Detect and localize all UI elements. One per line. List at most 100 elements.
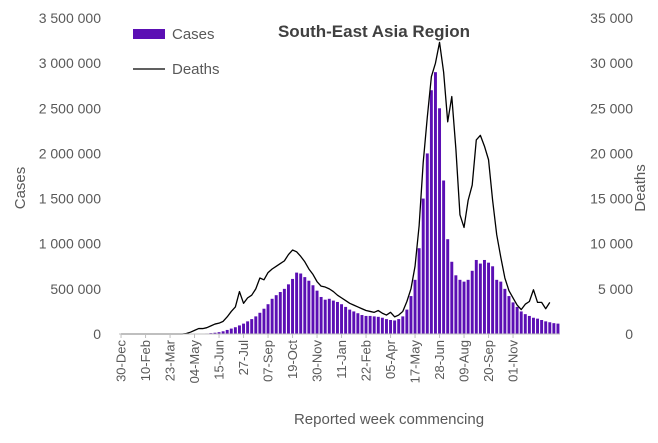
left-y-tick-label: 1 500 000 xyxy=(39,191,101,207)
cases-bar xyxy=(434,72,437,334)
cases-bar xyxy=(365,316,368,334)
cases-bar xyxy=(246,321,249,334)
cases-bar xyxy=(401,316,404,334)
x-tick-label: 09-Aug xyxy=(457,340,472,382)
cases-bar xyxy=(405,310,408,334)
cases-bar xyxy=(389,320,392,334)
cases-bar xyxy=(438,108,441,334)
x-tick-label: 19-Oct xyxy=(285,340,300,379)
left-y-tick-label: 1 000 000 xyxy=(39,236,101,252)
right-y-tick-label: 0 xyxy=(625,326,633,342)
cases-bar xyxy=(422,199,425,334)
x-tick-label: 20-Sep xyxy=(481,340,496,382)
cases-bars xyxy=(193,72,559,334)
cases-bar xyxy=(471,271,474,334)
cases-bar xyxy=(458,280,461,334)
x-tick-label: 23-Mar xyxy=(163,339,178,381)
cases-bar xyxy=(536,319,539,334)
right-y-tick-label: 10 000 xyxy=(590,236,633,252)
cases-bar xyxy=(324,300,327,334)
right-y-tick-label: 20 000 xyxy=(590,145,633,161)
cases-bar xyxy=(373,316,376,334)
x-tick-label: 11-Jan xyxy=(334,340,349,379)
x-tick-label: 10-Feb xyxy=(138,340,153,381)
cases-bar xyxy=(520,311,523,334)
cases-bar xyxy=(275,295,278,334)
cases-bar xyxy=(360,315,363,334)
cases-bar xyxy=(320,297,323,334)
cases-bar xyxy=(442,181,445,334)
cases-bar xyxy=(283,289,286,334)
cases-bar xyxy=(242,324,245,334)
left-y-tick-label: 2 500 000 xyxy=(39,100,101,116)
cases-bar xyxy=(311,285,314,334)
cases-bar xyxy=(524,314,527,334)
cases-bar xyxy=(516,307,519,334)
cases-bar xyxy=(454,275,457,334)
cases-bar xyxy=(254,316,257,334)
cases-bar xyxy=(262,309,265,334)
cases-bar xyxy=(499,282,502,334)
left-y-tick-label: 3 500 000 xyxy=(39,10,101,26)
cases-bar xyxy=(512,302,515,334)
cases-bar xyxy=(287,284,290,334)
cases-bar xyxy=(295,273,298,334)
cases-bar xyxy=(303,277,306,334)
cases-bar xyxy=(381,318,384,334)
cases-bar xyxy=(475,260,478,334)
right-axis-title: Deaths xyxy=(632,164,649,212)
cases-bar xyxy=(450,262,453,334)
cases-bar xyxy=(446,239,449,334)
left-y-tick-label: 500 000 xyxy=(50,281,101,297)
x-tick-label: 05-Apr xyxy=(383,339,398,379)
right-y-tick-label: 35 000 xyxy=(590,10,633,26)
x-tick-label: 27-Jul xyxy=(236,340,251,376)
cases-bar xyxy=(483,260,486,334)
x-tick-label: 28-Jun xyxy=(432,340,447,380)
cases-bar xyxy=(316,291,319,334)
cases-bar xyxy=(495,280,498,334)
cases-bar xyxy=(230,329,233,334)
cases-bar xyxy=(540,320,543,334)
right-y-tick-label: 25 000 xyxy=(590,100,633,116)
cases-bar xyxy=(544,321,547,334)
left-y-tick-label: 0 xyxy=(93,326,101,342)
cases-bar xyxy=(258,313,261,334)
cases-bar xyxy=(467,280,470,334)
legend-cases-swatch xyxy=(133,29,165,39)
x-tick-label: 15-Jun xyxy=(212,340,227,380)
left-axis-title: Cases xyxy=(12,167,29,210)
cases-bar xyxy=(340,304,343,334)
cases-bar xyxy=(369,316,372,334)
x-tick-label: 17-May xyxy=(408,340,423,384)
x-tick-label: 30-Nov xyxy=(310,340,325,382)
cases-bar xyxy=(556,324,559,334)
cases-bar xyxy=(291,279,294,334)
legend-cases-label: Cases xyxy=(172,26,215,43)
cases-bar xyxy=(226,330,229,334)
cases-bar xyxy=(552,323,555,334)
chart-title: South-East Asia Region xyxy=(278,22,470,41)
left-y-tick-label: 2 000 000 xyxy=(39,145,101,161)
cases-bar xyxy=(397,319,400,334)
cases-bar xyxy=(344,307,347,334)
right-y-tick-label: 15 000 xyxy=(590,191,633,207)
x-tick-label: 01-Nov xyxy=(506,340,521,382)
cases-bar xyxy=(250,319,253,334)
cases-bar xyxy=(414,280,417,334)
cases-bar xyxy=(352,311,355,334)
cases-bar xyxy=(332,301,335,334)
cases-bar xyxy=(279,292,282,334)
cases-bar xyxy=(307,281,310,334)
cases-bar xyxy=(528,316,531,334)
cases-bar xyxy=(479,264,482,334)
x-tick-label: 30-Dec xyxy=(114,340,129,382)
cases-bar xyxy=(548,322,551,334)
cases-bar xyxy=(385,319,388,334)
x-axis-title: Reported week commencing xyxy=(294,411,484,428)
cases-bar xyxy=(418,248,421,334)
right-y-tick-label: 30 000 xyxy=(590,55,633,71)
legend: Cases Deaths xyxy=(133,26,220,78)
